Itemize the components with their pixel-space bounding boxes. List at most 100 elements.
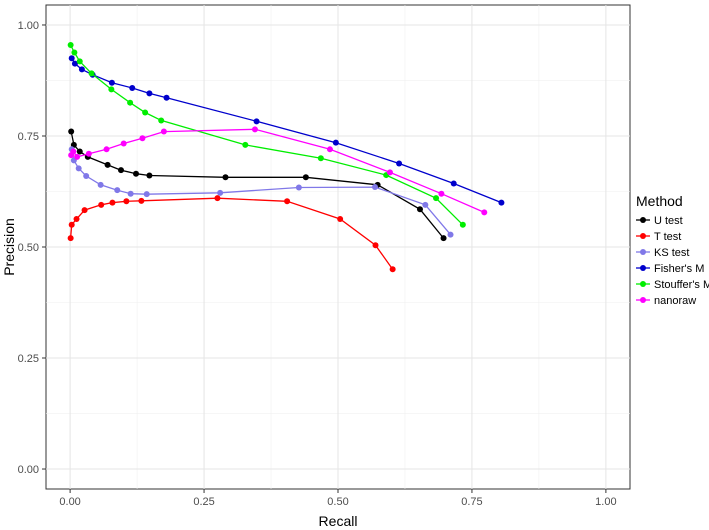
data-point-stouffer-s-m bbox=[71, 49, 78, 56]
data-point-stouffer-s-m bbox=[459, 221, 466, 228]
data-point-stouffer-s-m bbox=[76, 58, 83, 65]
x-tick-label: 0.75 bbox=[461, 496, 482, 508]
data-point-nanoraw bbox=[438, 190, 445, 197]
data-point-ks-test bbox=[447, 231, 454, 238]
legend-item-u-test: U test bbox=[636, 215, 683, 227]
legend-key-point bbox=[640, 217, 646, 223]
legend-key-point bbox=[640, 249, 646, 255]
legend-key-point bbox=[640, 297, 646, 303]
series-u-test bbox=[68, 128, 447, 242]
data-point-nanoraw bbox=[139, 135, 146, 142]
data-point-t-test bbox=[123, 198, 130, 205]
y-tick-label: 0.50 bbox=[18, 242, 39, 254]
legend-label: U test bbox=[654, 215, 683, 227]
y-tick-label: 0.75 bbox=[18, 131, 39, 143]
legend-key-point bbox=[640, 281, 646, 287]
data-point-nanoraw bbox=[70, 148, 77, 155]
legend-key-point bbox=[640, 233, 646, 239]
data-point-u-test bbox=[104, 161, 111, 168]
data-point-u-test bbox=[416, 206, 423, 213]
legend-label: T test bbox=[654, 231, 681, 243]
data-point-t-test bbox=[337, 216, 344, 223]
data-point-fisher-s-m bbox=[146, 90, 153, 97]
data-point-stouffer-s-m bbox=[158, 117, 165, 124]
data-point-fisher-s-m bbox=[163, 94, 170, 101]
legend-key-point bbox=[640, 265, 646, 271]
data-point-fisher-s-m bbox=[253, 118, 260, 125]
data-point-fisher-s-m bbox=[71, 60, 78, 67]
data-point-t-test bbox=[284, 198, 291, 205]
data-point-u-test bbox=[70, 141, 77, 148]
data-point-stouffer-s-m bbox=[88, 70, 95, 77]
y-tick-label: 0.00 bbox=[18, 464, 39, 476]
legend-label: KS test bbox=[654, 247, 689, 259]
legend-item-ks-test: KS test bbox=[636, 247, 689, 259]
data-point-t-test bbox=[73, 216, 80, 223]
y-axis-title: Precision bbox=[1, 218, 17, 276]
data-point-nanoraw bbox=[103, 146, 110, 153]
data-point-u-test bbox=[440, 235, 447, 242]
data-point-u-test bbox=[118, 167, 125, 174]
data-point-nanoraw bbox=[386, 169, 393, 176]
data-point-t-test bbox=[81, 207, 88, 214]
legend-item-t-test: T test bbox=[636, 231, 681, 243]
data-point-t-test bbox=[214, 195, 221, 202]
data-point-ks-test bbox=[114, 187, 121, 194]
data-point-stouffer-s-m bbox=[67, 41, 74, 48]
data-point-ks-test bbox=[371, 184, 378, 191]
data-point-nanoraw bbox=[120, 140, 127, 147]
legend-item-stouffer-s-m: Stouffer's M bbox=[636, 279, 709, 291]
data-point-nanoraw bbox=[251, 126, 258, 133]
data-point-t-test bbox=[67, 235, 74, 242]
legend-item-nanoraw: nanoraw bbox=[636, 295, 696, 307]
legend-label: Fisher's M bbox=[654, 263, 704, 275]
data-point-stouffer-s-m bbox=[433, 195, 440, 202]
legend: Method U test T test KS test Fisher's M Stou… bbox=[636, 193, 709, 307]
data-point-fisher-s-m bbox=[396, 160, 403, 167]
data-point-t-test bbox=[389, 266, 396, 273]
data-point-ks-test bbox=[83, 172, 90, 179]
series-nanoraw bbox=[68, 126, 488, 216]
data-point-t-test bbox=[109, 199, 116, 206]
data-point-stouffer-s-m bbox=[127, 99, 134, 106]
data-series bbox=[67, 41, 505, 273]
data-point-ks-test bbox=[127, 190, 134, 197]
data-point-t-test bbox=[372, 242, 379, 249]
data-point-u-test bbox=[76, 148, 83, 155]
data-point-u-test bbox=[302, 174, 309, 181]
data-point-u-test bbox=[133, 170, 140, 177]
data-point-t-test bbox=[68, 221, 75, 228]
x-axis-title: Recall bbox=[319, 513, 358, 529]
x-tick-label: 1.00 bbox=[595, 496, 616, 508]
data-point-nanoraw bbox=[160, 128, 167, 135]
y-tick-label: 0.25 bbox=[18, 353, 39, 365]
data-point-nanoraw bbox=[85, 150, 92, 157]
data-point-fisher-s-m bbox=[332, 139, 339, 146]
data-point-u-test bbox=[222, 174, 229, 181]
data-point-ks-test bbox=[143, 191, 150, 198]
data-point-ks-test bbox=[295, 184, 302, 191]
legend-label: nanoraw bbox=[654, 295, 696, 307]
data-point-u-test bbox=[68, 128, 75, 135]
data-point-t-test bbox=[98, 201, 105, 208]
data-point-nanoraw bbox=[326, 146, 333, 153]
data-point-fisher-s-m bbox=[68, 55, 75, 62]
x-tick-label: 0.00 bbox=[59, 496, 80, 508]
grid-lines bbox=[46, 5, 630, 489]
legend-title: Method bbox=[636, 193, 683, 209]
data-point-fisher-s-m bbox=[129, 85, 136, 92]
data-point-nanoraw bbox=[481, 209, 488, 216]
data-point-nanoraw bbox=[74, 153, 81, 160]
data-point-stouffer-s-m bbox=[142, 109, 149, 116]
y-tick-label: 1.00 bbox=[18, 20, 39, 32]
legend-item-fisher-s-m: Fisher's M bbox=[636, 263, 704, 275]
data-point-fisher-s-m bbox=[108, 79, 115, 86]
data-point-t-test bbox=[138, 197, 145, 204]
legend-label: Stouffer's M bbox=[654, 279, 709, 291]
data-point-fisher-s-m bbox=[498, 199, 505, 206]
data-point-ks-test bbox=[75, 165, 82, 172]
data-point-fisher-s-m bbox=[78, 66, 85, 73]
data-point-stouffer-s-m bbox=[242, 141, 249, 148]
data-point-u-test bbox=[146, 172, 153, 179]
